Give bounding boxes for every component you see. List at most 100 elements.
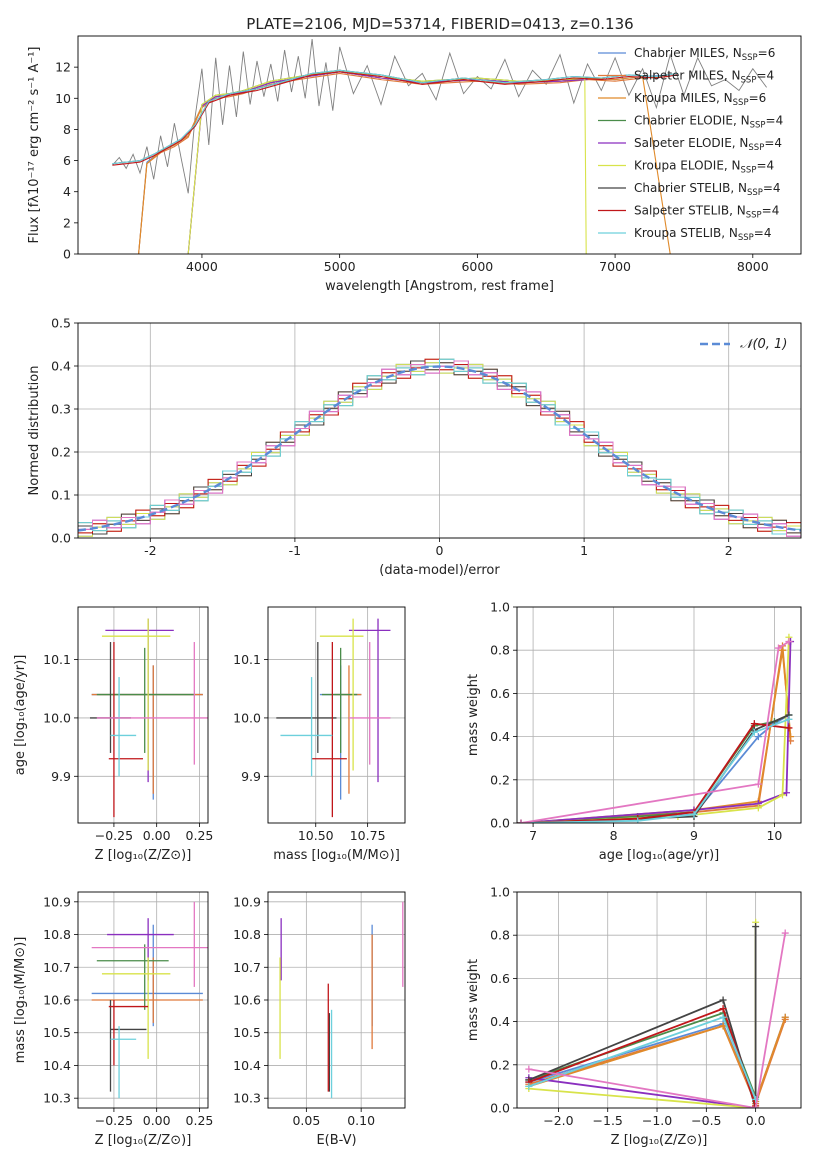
x-tick-label: 0.0 bbox=[746, 1113, 766, 1128]
y-tick-label: 0.4 bbox=[490, 1014, 510, 1029]
y-tick-label: 9.9 bbox=[241, 769, 261, 784]
weight_vs_age-data bbox=[517, 633, 795, 823]
weight-point-marker bbox=[781, 1013, 789, 1021]
weight-point-marker bbox=[719, 1022, 727, 1030]
x-tick-label: −0.5 bbox=[691, 1113, 721, 1128]
weight-series-line bbox=[528, 926, 757, 1108]
x-tick-label: 0 bbox=[436, 543, 444, 558]
y-axis-label: age [log₁₀(age/yr)] bbox=[13, 655, 28, 776]
plot-frame bbox=[77, 322, 802, 539]
x-tick-label: 1 bbox=[580, 543, 588, 558]
y-tick-label: 0.4 bbox=[51, 359, 71, 374]
weight-point-marker bbox=[785, 724, 793, 732]
y-tick-label: 10.7 bbox=[233, 960, 261, 975]
y-tick-label: 8 bbox=[63, 122, 71, 137]
figure-title: PLATE=2106, MJD=53714, FIBERID=0413, z=0… bbox=[246, 15, 633, 33]
plot-frame bbox=[516, 606, 802, 824]
y-tick-label: 12 bbox=[55, 60, 71, 75]
weight-series-line bbox=[528, 932, 787, 1108]
legend-entry: Salpeter ELODIE, NSSP=4 bbox=[634, 136, 782, 153]
x-tick-label: -2 bbox=[144, 543, 156, 558]
y-tick-label: 1.0 bbox=[490, 600, 510, 615]
weight-point-marker bbox=[785, 638, 793, 646]
x-tick-label: 10.75 bbox=[350, 828, 386, 843]
y-tick-label: 10.1 bbox=[43, 652, 71, 667]
spectrum-series-line bbox=[112, 71, 678, 166]
weight-point-marker bbox=[754, 804, 762, 812]
x-tick-label: 6000 bbox=[461, 259, 493, 274]
weight-point-marker bbox=[750, 728, 758, 736]
weight-point-marker bbox=[719, 1005, 727, 1013]
residuals-data bbox=[78, 358, 801, 538]
legend-entry: Salpeter MILES, NSSP=4 bbox=[634, 69, 774, 86]
y-tick-label: 0.8 bbox=[490, 643, 510, 658]
x-axis-label: E(B-V) bbox=[316, 1133, 356, 1148]
x-tick-label: 7 bbox=[529, 828, 537, 843]
observed-spectrum-line bbox=[112, 39, 767, 194]
y-tick-label: 10.4 bbox=[43, 1058, 71, 1073]
y-tick-label: 10.6 bbox=[233, 993, 261, 1008]
legend-entry: Chabrier MILES, NSSP=6 bbox=[634, 46, 775, 63]
y-tick-label: 10.3 bbox=[43, 1091, 71, 1106]
weight-point-marker bbox=[750, 720, 758, 728]
x-tick-label: 4000 bbox=[186, 259, 218, 274]
spectrum-legend: Chabrier MILES, NSSP=6 Salpeter MILES, NS… bbox=[598, 46, 783, 243]
y-tick-label: 0.0 bbox=[490, 816, 510, 831]
y-tick-label: 10 bbox=[55, 91, 71, 106]
y-tick-label: 10.3 bbox=[233, 1091, 261, 1106]
residuals-panel: -2 -1 0 1 2 0.0 0.1 0.2 0.3 0.4 0.5 (data-model)/er… bbox=[27, 316, 802, 578]
x-tick-label: 7000 bbox=[599, 259, 631, 274]
weight_vs_Z-data bbox=[525, 918, 789, 1108]
y-tick-label: 10.9 bbox=[43, 894, 71, 909]
y-tick-label: 10.7 bbox=[43, 960, 71, 975]
y-tick-label: 10.4 bbox=[233, 1058, 261, 1073]
legend-entry: Salpeter STELIB, NSSP=4 bbox=[634, 204, 779, 221]
y-tick-label: 0.0 bbox=[51, 531, 71, 546]
y-tick-label: 0 bbox=[63, 247, 71, 262]
chart-panels: 4000 5000 6000 7000 8000024681012wavelength … bbox=[13, 35, 802, 1148]
y-tick-label: 0.2 bbox=[490, 772, 510, 787]
x-tick-label: 5000 bbox=[324, 259, 356, 274]
x-tick-label: 9 bbox=[690, 828, 698, 843]
weight-vs-Z-panel: −2.0 −1.5 −1.0 −0.5 0.0 0.0 0.2 0.4 0.6 0.8 1.0 Z [… bbox=[466, 885, 802, 1148]
x-axis-label: (data-model)/error bbox=[379, 563, 500, 578]
x-axis-label: wavelength [Angstrom, rest frame] bbox=[325, 279, 554, 294]
weight-point-marker bbox=[778, 646, 786, 654]
y-axis-label: mass weight bbox=[466, 959, 481, 1041]
spectrum-series-line bbox=[112, 69, 678, 165]
x-axis-label: mass [log₁₀(M/M⊙)] bbox=[273, 848, 400, 863]
y-tick-label: 10.5 bbox=[233, 1025, 261, 1040]
x-tick-label: 0.25 bbox=[186, 828, 214, 843]
legend-entry: Kroupa MILES, NSSP=6 bbox=[634, 91, 766, 108]
y-tick-label: 0.5 bbox=[51, 316, 71, 331]
weight-series-line bbox=[528, 1076, 756, 1108]
y-tick-label: 0.8 bbox=[490, 928, 510, 943]
legend-entry: 𝒩(0, 1) bbox=[740, 337, 787, 352]
x-tick-label: 0.05 bbox=[292, 1113, 320, 1128]
x-tick-label: -1 bbox=[289, 543, 301, 558]
y-tick-label: 10.0 bbox=[233, 710, 261, 725]
y-tick-label: 10.8 bbox=[233, 927, 261, 942]
legend-entry: Chabrier STELIB, NSSP=4 bbox=[634, 181, 781, 198]
y-tick-label: 0.2 bbox=[490, 1057, 510, 1072]
weight-point-marker bbox=[754, 780, 762, 788]
weight-point-marker bbox=[517, 819, 525, 823]
y-tick-label: 10.0 bbox=[43, 710, 71, 725]
y-axis-label: Flux [fλ10⁻¹⁷ erg cm⁻² s⁻¹ A⁻¹] bbox=[27, 47, 42, 244]
x-tick-label: 10.50 bbox=[298, 828, 334, 843]
y-axis-label: Normed distribution bbox=[27, 366, 42, 496]
x-axis-label: Z [log₁₀(Z/Z⊙)] bbox=[95, 848, 192, 863]
mass-vs-Z-panel: −0.25 0.00 0.25 10.3 10.4 10.5 10.6 10.7 10.8 10.… bbox=[13, 891, 213, 1148]
weight-point-marker bbox=[719, 1013, 727, 1021]
x-tick-label: −2.0 bbox=[543, 1113, 573, 1128]
x-tick-label: 0.00 bbox=[143, 828, 171, 843]
plot-frame bbox=[267, 606, 406, 824]
mass-vs-EBV-panel: 0.05 0.10 10.3 10.4 10.5 10.6 10.7 10.8 10.9 E(B-… bbox=[233, 891, 406, 1148]
x-axis-label: Z [log₁₀(Z/Z⊙)] bbox=[611, 1133, 708, 1148]
plot-frame bbox=[77, 606, 209, 824]
age-vs-Z-panel: −0.25 0.00 0.25 9.9 10.0 10.1 Z [log₁₀(Z/Z⊙)] a… bbox=[13, 606, 214, 863]
y-tick-label: 1.0 bbox=[490, 885, 510, 900]
x-axis-label: Z [log₁₀(Z/Z⊙)] bbox=[95, 1133, 192, 1148]
plot-frame bbox=[267, 891, 406, 1109]
y-tick-label: 0.4 bbox=[490, 729, 510, 744]
